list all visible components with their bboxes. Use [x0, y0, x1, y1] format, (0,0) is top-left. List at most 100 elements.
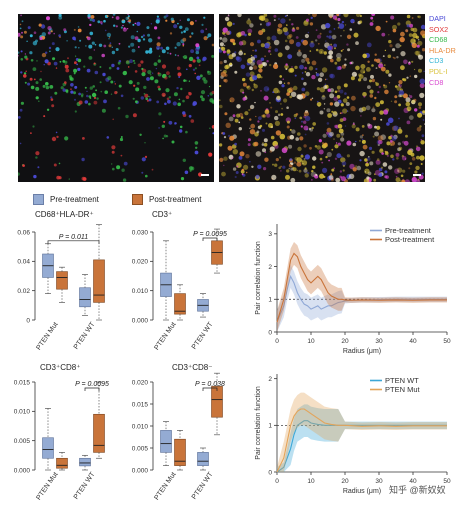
cell-dot: [360, 64, 366, 69]
cell-dot: [255, 174, 260, 179]
cell-dot: [123, 161, 128, 166]
cell-dot: [158, 112, 162, 116]
cell-dot: [293, 161, 297, 164]
cell-dot: [200, 95, 203, 99]
cell-dot: [276, 95, 281, 100]
cell-dot: [288, 167, 290, 170]
cell-dot: [236, 32, 242, 38]
cell-dot: [297, 132, 301, 136]
cell-dot: [317, 77, 323, 82]
cell-dot: [169, 32, 173, 35]
cell-dot: [117, 61, 121, 65]
cell-dot: [386, 122, 390, 126]
cell-dot: [378, 139, 383, 145]
cell-dot: [304, 95, 307, 97]
cell-dot: [406, 106, 412, 112]
cell-dot: [369, 79, 372, 83]
cell-dot: [119, 137, 124, 142]
cell-dot: [231, 157, 234, 159]
cell-dot: [365, 67, 371, 72]
cell-dot: [239, 151, 245, 157]
cell-dot: [51, 136, 57, 142]
cell-dot: [251, 88, 254, 92]
cell-dot: [136, 21, 141, 26]
cell-dot: [396, 85, 402, 91]
cell-dot: [304, 173, 309, 178]
cell-dot: [211, 125, 214, 129]
cell-dot: [149, 96, 151, 98]
cell-dot: [296, 51, 302, 57]
cell-dot: [36, 60, 38, 62]
cell-dot: [182, 111, 186, 115]
confidence-band: [277, 404, 447, 472]
cell-dot: [179, 129, 183, 133]
cell-dot: [403, 140, 409, 146]
cell-dot: [50, 96, 53, 99]
cell-dot: [173, 92, 178, 97]
category-label: PTEN Mut: [35, 321, 59, 350]
cell-dot: [280, 18, 286, 24]
cell-dot: [320, 24, 327, 30]
cell-dot: [229, 135, 235, 141]
cell-dot: [299, 64, 304, 70]
cell-dot: [355, 14, 361, 18]
x-tick-label: 40: [409, 338, 417, 345]
cell-dot: [227, 53, 230, 56]
cell-dot: [39, 78, 42, 81]
cell-dot: [396, 56, 399, 59]
cell-dot: [260, 90, 262, 92]
cell-dot: [29, 51, 33, 55]
cell-dot: [161, 64, 167, 69]
cell-dot: [303, 111, 309, 117]
cell-dot: [240, 116, 244, 119]
cell-dot: [304, 133, 307, 136]
cell-dot: [137, 38, 141, 43]
cell-dot: [88, 95, 92, 98]
cell-dot: [263, 167, 267, 171]
cell-dot: [263, 142, 268, 147]
cell-dot: [147, 95, 149, 98]
cell-dot: [234, 142, 237, 146]
significance-bracket: [202, 237, 218, 241]
cell-dot: [143, 93, 146, 95]
cell-dot: [154, 26, 158, 30]
cell-dot: [272, 163, 274, 166]
cell-dot: [60, 86, 64, 90]
cell-dot: [390, 154, 394, 159]
cell-dot: [118, 84, 122, 88]
cell-dot: [229, 62, 232, 66]
cell-dot: [227, 145, 233, 151]
cell-dot: [380, 166, 384, 169]
cell-dot: [149, 76, 154, 81]
cell-dot: [355, 65, 360, 71]
cell-dot: [195, 50, 200, 55]
cell-dot: [265, 22, 270, 27]
cell-dot: [264, 151, 267, 154]
cell-dot: [343, 29, 345, 32]
cell-dot: [171, 140, 175, 144]
cell-dot: [205, 28, 207, 30]
cell-dot: [334, 124, 338, 129]
cell-dot: [134, 36, 139, 41]
cell-dot: [74, 46, 77, 49]
cell-dot: [387, 54, 392, 59]
cell-dot: [277, 17, 280, 20]
cell-dot: [372, 106, 375, 109]
cell-dot: [232, 149, 238, 155]
cell-dot: [125, 60, 130, 65]
cell-dot: [111, 16, 114, 19]
cell-dot: [20, 35, 24, 39]
cell-dot: [402, 93, 408, 99]
cell-dot: [56, 135, 59, 139]
cell-dot: [317, 42, 320, 45]
cell-dot: [55, 67, 58, 69]
cell-dot: [180, 177, 185, 181]
cell-dot: [189, 21, 194, 26]
cell-dot: [206, 36, 209, 39]
x-tick-label: 0: [275, 478, 279, 485]
category-label: PTEN Mut: [153, 321, 177, 350]
cell-dot: [149, 47, 153, 51]
channel-cd8: CD8: [429, 77, 444, 87]
y-tick-label: 0: [268, 469, 272, 476]
